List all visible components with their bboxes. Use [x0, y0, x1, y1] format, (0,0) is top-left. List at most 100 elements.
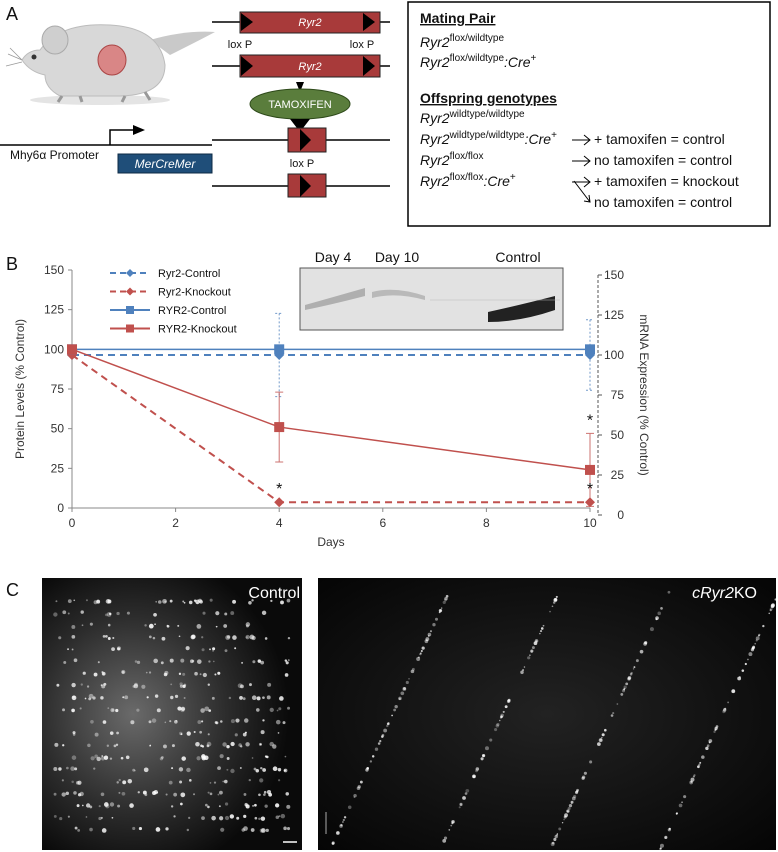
punctum — [67, 815, 70, 818]
punctum — [530, 649, 534, 653]
punctum — [208, 660, 211, 663]
punctum — [683, 795, 687, 799]
punctum — [284, 659, 288, 662]
punctum — [180, 706, 186, 712]
punctum — [480, 757, 484, 761]
punctum — [53, 792, 57, 796]
punctum — [199, 673, 202, 676]
punctum — [85, 803, 91, 808]
punctum — [229, 814, 235, 819]
punctum — [263, 793, 266, 796]
punctum — [146, 696, 149, 699]
punctum — [71, 695, 77, 701]
punctum — [161, 636, 166, 641]
gene-label: Ryr2 — [298, 61, 321, 73]
punctum — [88, 693, 94, 699]
allele: flox/wildtype — [450, 33, 505, 44]
punctum — [207, 683, 210, 686]
punctum — [371, 755, 375, 758]
punctum — [209, 598, 213, 602]
punctum — [151, 718, 157, 723]
punctum — [428, 635, 430, 637]
punctum — [186, 767, 191, 773]
punctum — [553, 837, 557, 841]
punctum — [286, 827, 291, 831]
punctum — [195, 599, 200, 605]
punctum — [245, 636, 248, 639]
punctum — [98, 816, 102, 821]
punctum — [116, 611, 120, 616]
punctum — [258, 817, 261, 821]
y2-tick-label: 0 — [617, 508, 624, 522]
punctum — [357, 785, 361, 789]
punctum — [762, 624, 765, 628]
punctum — [73, 599, 76, 602]
punctum — [222, 742, 227, 747]
western-blot-inset — [299, 267, 564, 331]
punctum — [551, 841, 555, 845]
punctum — [160, 661, 164, 665]
punctum — [71, 682, 76, 688]
punctum — [165, 827, 169, 831]
punctum — [134, 769, 136, 772]
punctum — [599, 738, 603, 741]
punctum — [529, 654, 531, 657]
punctum — [714, 728, 717, 731]
cre-label: MerCreMer — [135, 157, 197, 171]
punctum — [213, 660, 215, 663]
punctum — [506, 699, 511, 703]
punctum — [250, 828, 255, 832]
punctum — [275, 815, 280, 820]
punctum — [164, 721, 167, 724]
punctum — [581, 776, 585, 780]
y2-tick-label: 125 — [604, 308, 624, 322]
punctum — [481, 753, 486, 758]
punctum — [234, 647, 237, 650]
legend-marker — [126, 324, 134, 333]
punctum — [148, 671, 152, 674]
inset-label: Day 10 — [375, 249, 420, 265]
mouse-illustration — [5, 24, 215, 105]
punctum — [245, 622, 251, 627]
punctum — [629, 672, 633, 676]
legend-label: Ryr2-Knockout — [158, 287, 231, 299]
punctum — [152, 636, 156, 640]
punctum — [61, 779, 64, 782]
punctum — [236, 816, 240, 820]
punctum — [101, 684, 106, 689]
punctum — [448, 829, 451, 831]
punctum — [754, 642, 757, 645]
legend-label: RYR2-Knockout — [158, 324, 237, 336]
punctum — [90, 756, 95, 761]
punctum — [660, 607, 663, 610]
punctum — [93, 672, 98, 677]
punctum — [116, 781, 119, 784]
punctum — [241, 661, 244, 664]
punctum — [218, 805, 221, 808]
punctum — [122, 696, 125, 699]
punctum — [212, 647, 216, 651]
punctum — [568, 804, 573, 808]
punctum — [96, 756, 101, 762]
punctum — [206, 744, 210, 748]
gene: Ryr2 — [420, 34, 450, 50]
punctum — [170, 683, 173, 686]
punctum — [175, 719, 178, 722]
punctum — [118, 791, 121, 794]
punctum — [71, 708, 75, 713]
punctum — [120, 756, 124, 760]
punctum — [347, 805, 352, 810]
punctum — [262, 768, 267, 772]
punctum — [211, 649, 215, 652]
punctum — [96, 599, 100, 603]
genotype: Ryr2flox/wildtype — [420, 33, 504, 50]
punctum — [383, 728, 388, 733]
punctum — [178, 635, 181, 638]
micrograph-knockout — [318, 578, 776, 850]
panel-label: C — [6, 580, 19, 600]
punctum — [442, 600, 446, 605]
punctum — [442, 839, 447, 843]
punctum — [194, 671, 198, 676]
punctum — [116, 731, 119, 735]
punctum — [223, 779, 228, 784]
